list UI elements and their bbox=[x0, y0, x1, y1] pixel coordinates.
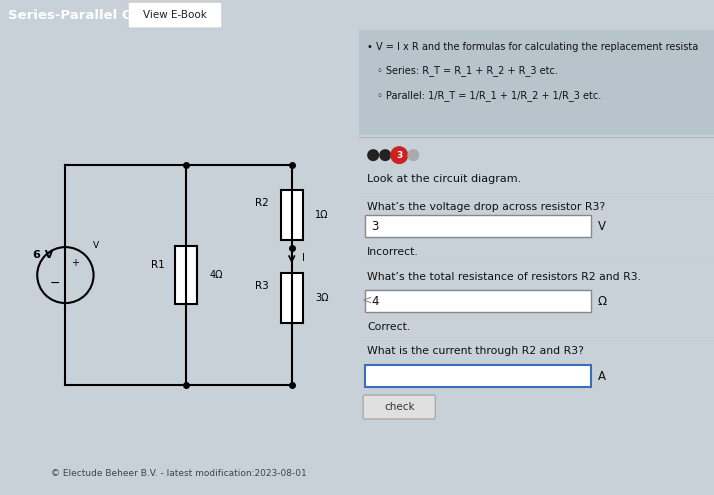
Text: What’s the voltage drop across resistor R3?: What’s the voltage drop across resistor … bbox=[367, 202, 605, 212]
Text: 4Ω: 4Ω bbox=[209, 270, 223, 280]
Text: 1Ω: 1Ω bbox=[315, 210, 328, 220]
Text: <: < bbox=[361, 294, 372, 306]
Text: 4: 4 bbox=[371, 295, 378, 307]
Text: R3: R3 bbox=[255, 281, 268, 291]
Bar bbox=[365, 215, 590, 237]
Text: R2: R2 bbox=[255, 198, 268, 208]
Text: A: A bbox=[598, 370, 605, 383]
Bar bbox=[365, 290, 590, 312]
Text: check: check bbox=[384, 402, 415, 412]
Circle shape bbox=[379, 149, 391, 161]
Text: Series-Parallel Circuits: Series-Parallel Circuits bbox=[8, 8, 179, 22]
Text: ◦ Parallel: 1/R_T = 1/R_1 + 1/R_2 + 1/R_3 etc.: ◦ Parallel: 1/R_T = 1/R_1 + 1/R_2 + 1/R_… bbox=[377, 90, 601, 100]
Text: Look at the circuit diagram.: Look at the circuit diagram. bbox=[367, 174, 521, 184]
Text: I: I bbox=[302, 253, 306, 263]
FancyBboxPatch shape bbox=[363, 395, 436, 419]
Text: +: + bbox=[71, 258, 79, 268]
Text: V: V bbox=[598, 220, 605, 233]
Text: 3Ω: 3Ω bbox=[315, 293, 328, 303]
Text: Incorrect.: Incorrect. bbox=[367, 247, 419, 257]
Text: 6 V: 6 V bbox=[33, 250, 54, 260]
Circle shape bbox=[407, 149, 419, 161]
Text: Correct.: Correct. bbox=[367, 322, 411, 332]
Text: What’s the total resistance of resistors R2 and R3.: What’s the total resistance of resistors… bbox=[367, 272, 641, 282]
Text: Ω: Ω bbox=[598, 295, 607, 307]
FancyBboxPatch shape bbox=[128, 2, 222, 28]
Circle shape bbox=[391, 146, 408, 164]
Text: © Electude Beheer B.V. - latest modification:2023-08-01: © Electude Beheer B.V. - latest modifica… bbox=[51, 468, 307, 478]
Circle shape bbox=[367, 149, 379, 161]
Text: ◦ Series: R_T = R_1 + R_2 + R_3 etc.: ◦ Series: R_T = R_1 + R_2 + R_3 etc. bbox=[377, 65, 558, 76]
Bar bbox=[359, 30, 714, 135]
Bar bbox=[281, 273, 303, 323]
Text: −: − bbox=[50, 277, 61, 290]
Bar bbox=[365, 365, 590, 387]
Text: What is the current through R2 and R3?: What is the current through R2 and R3? bbox=[367, 346, 584, 356]
Text: View E-Book: View E-Book bbox=[143, 10, 207, 20]
Bar bbox=[281, 190, 303, 240]
Text: 3: 3 bbox=[371, 220, 378, 233]
Text: R1: R1 bbox=[151, 260, 165, 270]
Text: V: V bbox=[93, 241, 99, 249]
Bar bbox=[175, 246, 197, 304]
Text: 3: 3 bbox=[396, 150, 403, 160]
Text: • V = I x R and the formulas for calculating the replacement resista: • V = I x R and the formulas for calcula… bbox=[367, 42, 698, 52]
